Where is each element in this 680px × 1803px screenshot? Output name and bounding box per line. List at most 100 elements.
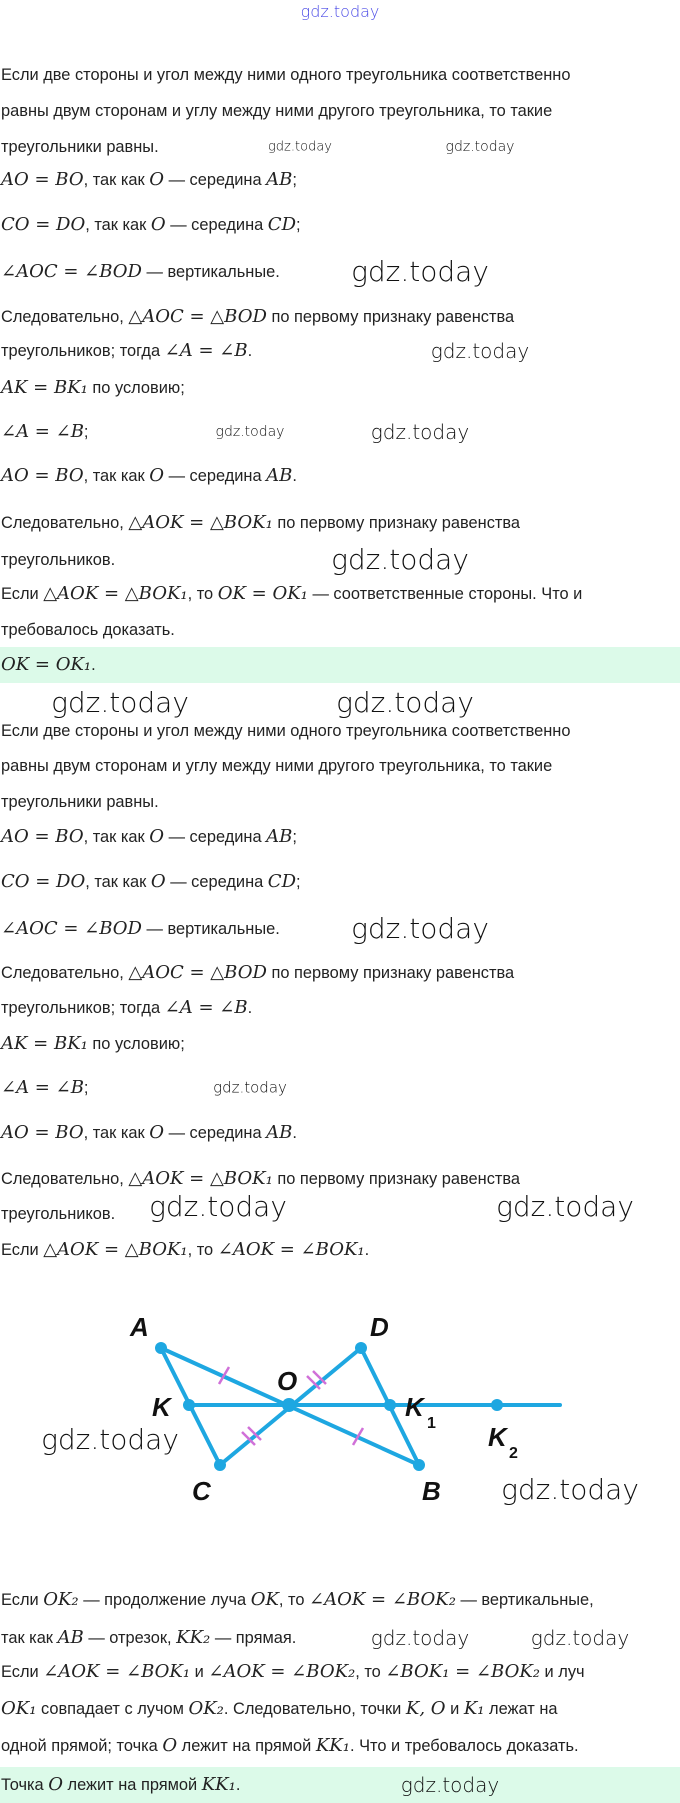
- text-line: Если △AOK = △BOK₁, то OK = OK₁ — соответ…: [1, 582, 582, 606]
- text-segment: , так как: [85, 873, 151, 891]
- text-line: треугольников; тогда ∠A = ∠B.: [1, 996, 252, 1020]
- text-segment: .: [91, 656, 96, 674]
- tick-mark: [247, 1426, 262, 1441]
- text-line: AO = BO, так как O — середина AB;: [1, 168, 297, 192]
- math-expression: K, O: [405, 1698, 446, 1719]
- math-expression: AB: [266, 1122, 293, 1143]
- label-k1: K: [405, 1392, 426, 1422]
- math-expression: O: [150, 214, 166, 235]
- text-segment: , то: [187, 1241, 218, 1259]
- text-segment: Если: [1, 1591, 44, 1609]
- label-b: B: [422, 1476, 441, 1506]
- tick-mark: [306, 1375, 321, 1390]
- text-line: AO = BO, так как O — середина AB.: [1, 464, 297, 488]
- text-line: Если OK₂ — продолжение луча OK, то ∠AOK …: [1, 1588, 594, 1612]
- math-expression: O: [150, 871, 166, 892]
- text-segment: , то: [187, 585, 218, 603]
- text-segment: — вертикальные.: [141, 920, 280, 938]
- text-segment: — продолжение луча: [78, 1591, 251, 1609]
- text-segment: треугольников; тогда: [1, 342, 165, 360]
- text-segment: .: [247, 342, 253, 360]
- text-line: AO = BO, так как O — середина AB.: [1, 1121, 297, 1145]
- text-segment: лежит на прямой: [63, 1776, 202, 1794]
- answer-box: [0, 1767, 680, 1803]
- text-segment: по первому признаку равенства: [272, 514, 521, 532]
- text-segment: треугольников; тогда: [1, 999, 165, 1017]
- math-expression: KK₁: [315, 1735, 350, 1756]
- text-line: ∠A = ∠B;: [1, 1076, 88, 1100]
- math-expression: △AOK = △BOK₁: [128, 512, 273, 533]
- label-k: K: [152, 1392, 173, 1422]
- math-expression: AO = BO: [1, 169, 84, 190]
- text-line: одной прямой; точка O лежит на прямой KK…: [1, 1734, 579, 1758]
- text-segment: — середина: [165, 216, 268, 234]
- math-expression: O: [48, 1774, 63, 1795]
- text-segment: .: [292, 1124, 297, 1142]
- text-line: CO = DO, так как O — середина CD;: [1, 213, 301, 237]
- text-segment: Следовательно,: [1, 964, 129, 982]
- text-segment: — соответственные стороны. Что и: [307, 585, 583, 603]
- math-expression: AB: [266, 826, 293, 847]
- math-expression: ∠AOK = ∠BOK₂: [208, 1661, 356, 1682]
- text-line: требовалось доказать.: [1, 618, 175, 642]
- text-line: AK = BK₁ по условию;: [1, 1032, 185, 1056]
- text-segment: лежат на: [484, 1700, 558, 1718]
- point-a: [155, 1342, 167, 1354]
- text-segment: . Что и требовалось доказать.: [349, 1737, 579, 1755]
- text-segment: по первому признаку равенства: [266, 308, 515, 326]
- text-segment: , то: [355, 1663, 386, 1681]
- text-segment: , так как: [83, 1124, 150, 1142]
- text-segment: Если две стороны и угол между ними одног…: [1, 722, 571, 740]
- text-segment: Следовательно,: [1, 1170, 129, 1188]
- math-expression: O: [149, 1122, 165, 1143]
- label-k2: K: [488, 1422, 509, 1452]
- text-segment: — вертикальные.: [141, 263, 280, 281]
- text-line: Следовательно, △AOK = △BOK₁ по первому п…: [1, 1167, 520, 1191]
- tick-mark: [241, 1431, 256, 1446]
- text-segment: Если: [1, 1663, 44, 1681]
- answer-box: [0, 647, 680, 683]
- math-expression: ∠A = ∠B: [1, 421, 84, 442]
- math-expression: ∠BOK₁ = ∠BOK₂: [385, 1661, 540, 1682]
- text-segment: и: [190, 1663, 209, 1681]
- text-line: треугольники равны.: [1, 135, 159, 159]
- label-d: D: [370, 1312, 389, 1342]
- point-d: [355, 1342, 367, 1354]
- math-expression: AK = BK₁: [1, 377, 88, 398]
- math-expression: AO = BO: [1, 826, 84, 847]
- text-segment: и: [445, 1700, 464, 1718]
- text-segment: , так как: [83, 828, 150, 846]
- point-k2: [491, 1399, 503, 1411]
- text-line: Следовательно, △AOC = △BOD по первому пр…: [1, 305, 514, 329]
- text-line: OK = OK₁.: [1, 653, 96, 677]
- text-segment: равны двум сторонам и углу между ними др…: [1, 757, 553, 775]
- math-expression: ∠AOC = ∠BOD: [1, 261, 142, 282]
- math-expression: KK₂: [176, 1627, 211, 1648]
- math-expression: OK₁: [1, 1698, 37, 1719]
- math-expression: AK = BK₁: [1, 1033, 88, 1054]
- math-expression: ∠AOK = ∠BOK₁: [217, 1239, 365, 1260]
- math-expression: △AOC = △BOD: [128, 962, 267, 983]
- text-segment: ;: [292, 828, 297, 846]
- text-segment: равны двум сторонам и углу между ними др…: [1, 102, 553, 120]
- text-segment: .: [235, 1776, 241, 1794]
- text-line: Следовательно, △AOK = △BOK₁ по первому п…: [1, 511, 520, 535]
- text-line: OK₁ совпадает с лучом OK₂. Следовательно…: [1, 1697, 557, 1721]
- math-expression: CO = DO: [1, 214, 86, 235]
- math-expression: △AOK = △BOK₁: [128, 1168, 273, 1189]
- text-segment: ;: [83, 423, 89, 441]
- text-segment: — середина: [164, 1124, 267, 1142]
- text-line: треугольников.: [1, 1202, 115, 1226]
- text-segment: треугольники равны.: [1, 138, 159, 156]
- label-k1-sub: 1: [427, 1415, 436, 1432]
- text-line: AK = BK₁ по условию;: [1, 376, 185, 400]
- math-expression: OK = OK₁: [217, 583, 308, 604]
- text-segment: треугольников.: [1, 1205, 116, 1223]
- text-segment: ;: [296, 873, 301, 891]
- text-line: Точка O лежит на прямой KK₁.: [1, 1773, 240, 1797]
- math-expression: O: [162, 1735, 178, 1756]
- text-line: треугольников.: [1, 548, 115, 572]
- math-expression: AO = BO: [1, 465, 84, 486]
- text-segment: .: [364, 1241, 370, 1259]
- text-segment: .: [247, 999, 253, 1017]
